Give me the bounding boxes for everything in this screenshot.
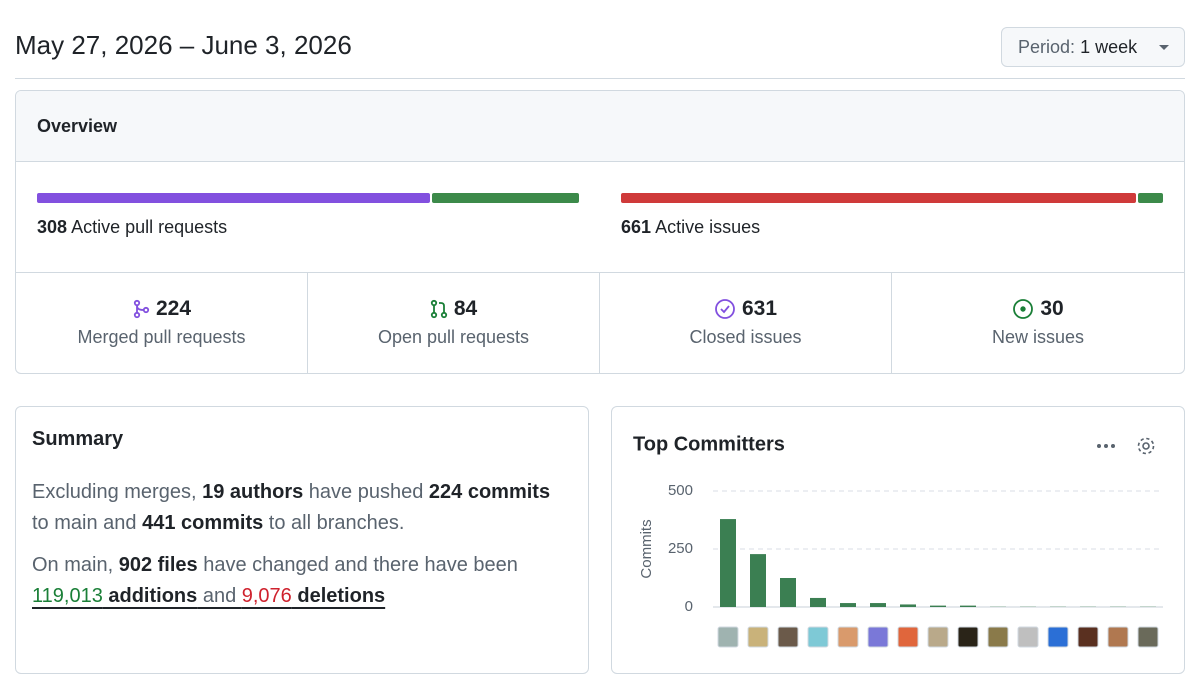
new-issue-icon [1013, 299, 1034, 319]
period-label: Period: [1018, 37, 1076, 57]
closed-issue-icon [715, 299, 735, 319]
stat-label: Merged pull requests [77, 327, 246, 347]
summary-text: 9,076 [241, 585, 292, 607]
summary-text: deletions [291, 585, 386, 607]
summary-text: 19 authors [202, 481, 304, 503]
bar-segment [431, 193, 579, 203]
page-title: May 27, 2026 – June 3, 2026 [15, 30, 352, 60]
summary-text: Excluding merges, 19 authors have pushed… [32, 477, 562, 623]
stat-label: Open pull requests [377, 327, 530, 347]
divider [16, 272, 1184, 273]
summary-text: 119,013 [32, 585, 103, 607]
summary-paragraph: On main, 902 files have changed and ther… [32, 550, 562, 612]
stat-value: 84 [453, 297, 478, 320]
divider [15, 78, 1185, 79]
pr-bar [37, 193, 579, 203]
summary-text: to main and [32, 512, 143, 534]
summary-panel: Summary Excluding merges, 19 authors hav… [15, 406, 589, 674]
stat-cell[interactable]: 224 Merged pull requests [16, 273, 308, 373]
summary-text: additions [102, 585, 198, 607]
active-issues-count: 661 [621, 217, 652, 237]
summary-text: to all branches. [263, 512, 405, 534]
active-prs-label: Active pull requests [71, 217, 228, 237]
summary-text: have changed and there have been [197, 554, 518, 576]
overview-header [16, 91, 1184, 162]
active-issues: 661 Active issues [621, 217, 760, 238]
summary-text: 902 files [118, 554, 198, 576]
summary-text: have pushed [303, 481, 429, 503]
pr-icon [430, 299, 447, 319]
summary-text: 441 commits [142, 512, 264, 534]
summary-text: Excluding merges, [32, 481, 203, 503]
period-button[interactable]: Period: 1 week [1001, 27, 1185, 67]
stat-label: Closed issues [689, 327, 802, 347]
stat-cell[interactable]: 30 New issues [892, 273, 1184, 373]
bar-segment [1138, 193, 1163, 203]
bar-segment [37, 193, 430, 203]
bar-segment [621, 193, 1137, 203]
summary-text: 224 commits [428, 481, 551, 503]
active-issues-label: Active issues [655, 217, 761, 237]
stat-label: New issues [991, 327, 1085, 347]
overview-panel: Overview 308 Active pull requests 661 Ac… [15, 90, 1185, 374]
committers-panel [611, 406, 1185, 674]
summary-text: On main, [32, 554, 119, 576]
stat-value: 631 [741, 297, 778, 320]
period-value: 1 week [1080, 37, 1138, 57]
overview-title: Overview [37, 116, 118, 136]
summary-text: and [197, 585, 242, 607]
caret [1159, 45, 1169, 50]
stat-cell[interactable]: 631 Closed issues [600, 273, 892, 373]
active-prs-count: 308 [37, 217, 68, 237]
summary-title: Summary [32, 428, 124, 450]
summary-paragraph: Excluding merges, 19 authors have pushed… [32, 477, 562, 539]
merge-icon [133, 299, 150, 319]
stat-cell[interactable]: 84 Open pull requests [308, 273, 600, 373]
stat-value: 224 [155, 297, 192, 320]
active-prs: 308 Active pull requests [37, 217, 227, 238]
stat-value: 30 [1040, 297, 1064, 320]
issue-bar [621, 193, 1163, 203]
panel-actions[interactable] [1092, 433, 1162, 459]
